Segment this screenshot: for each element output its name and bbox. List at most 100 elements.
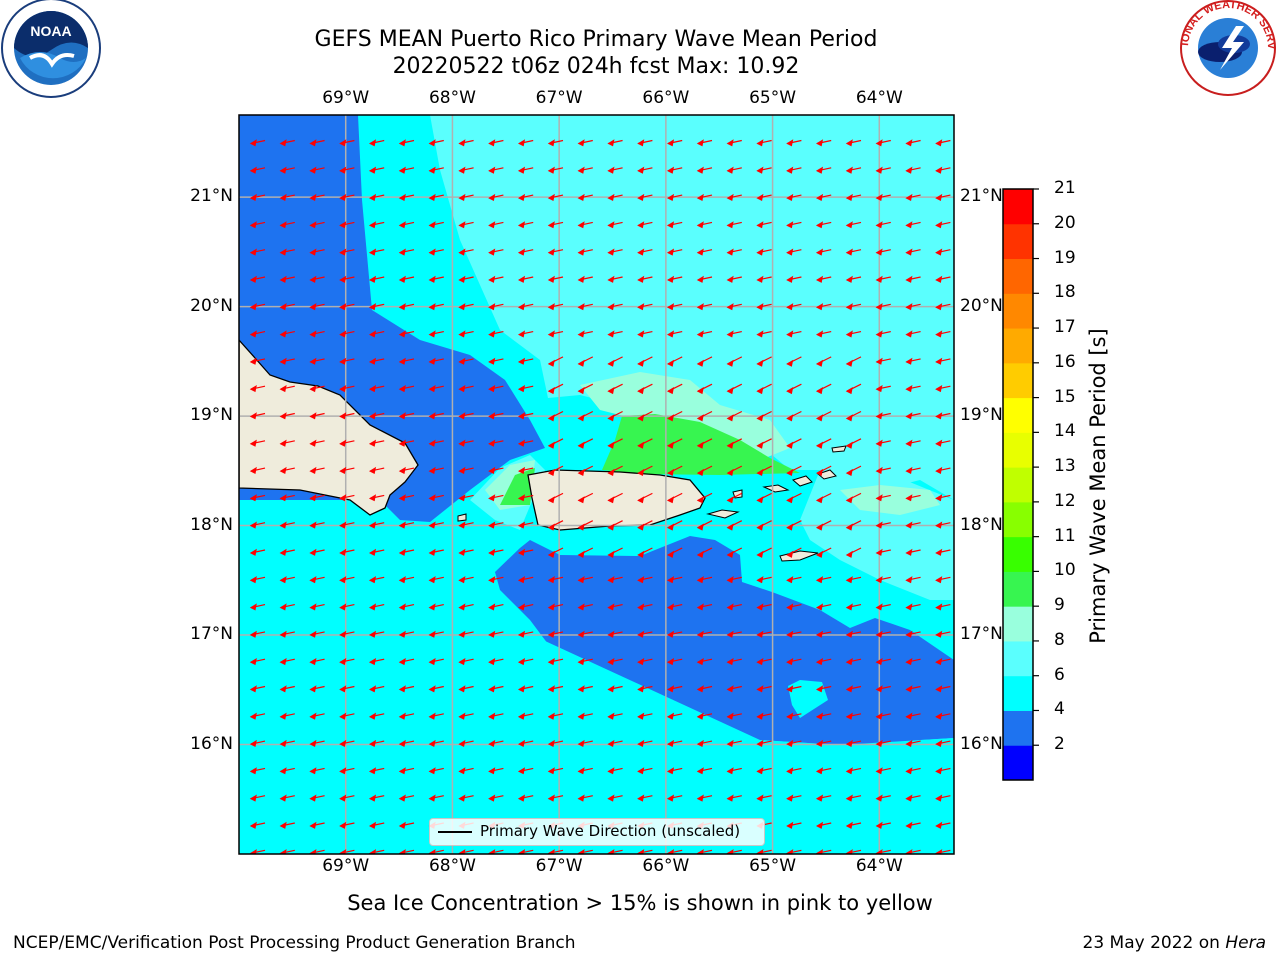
wave-arrow xyxy=(875,275,891,283)
wave-arrow xyxy=(845,139,862,147)
wave-arrow xyxy=(339,630,355,638)
wave-arrow xyxy=(368,603,385,611)
longitude-tick-label: 64°W xyxy=(855,88,903,108)
wave-arrow xyxy=(339,303,355,311)
wave-arrow xyxy=(458,548,474,556)
wave-arrow xyxy=(637,603,653,611)
wave-arrow xyxy=(637,193,653,201)
wave-arrow xyxy=(696,739,713,747)
wave-arrow xyxy=(279,330,295,338)
wave-arrow xyxy=(368,193,385,201)
wave-arrow xyxy=(428,357,444,365)
wave-arrow xyxy=(756,221,772,229)
colorbar-tick-label: 18 xyxy=(1054,282,1076,303)
wave-arrow xyxy=(815,275,832,283)
wave-arrow xyxy=(666,465,683,476)
wave-arrow xyxy=(458,330,474,338)
wave-arrow xyxy=(905,821,921,829)
wave-arrow xyxy=(398,275,415,283)
wave-arrow xyxy=(935,712,951,720)
colorbar-tick-label: 11 xyxy=(1054,525,1076,546)
wave-arrow xyxy=(577,166,593,174)
wave-arrow xyxy=(815,630,832,638)
wave-arrow xyxy=(339,466,355,474)
wave-arrow xyxy=(905,603,921,611)
wave-arrow xyxy=(249,221,266,229)
wave-arrow xyxy=(637,794,653,802)
wave-arrow xyxy=(279,657,295,666)
wave-arrow xyxy=(666,166,683,174)
wave-arrow xyxy=(905,521,921,529)
longitude-tick-label: 66°W xyxy=(642,856,690,876)
wave-arrow xyxy=(309,521,325,529)
wave-arrow xyxy=(547,739,564,747)
wave-arrow xyxy=(637,657,653,666)
wave-arrow xyxy=(845,383,862,395)
wave-arrow xyxy=(726,520,743,531)
wave-arrow xyxy=(428,466,444,474)
wave-arrow xyxy=(905,221,921,229)
wave-arrow xyxy=(935,603,951,611)
wave-arrow xyxy=(756,712,772,720)
wave-arrow xyxy=(845,275,862,283)
wave-arrow xyxy=(488,576,504,584)
wave-arrow xyxy=(577,685,593,693)
wave-arrow xyxy=(786,465,802,476)
wave-arrow xyxy=(488,794,504,802)
wave-arrow xyxy=(428,767,444,775)
wave-arrow xyxy=(517,685,534,693)
wave-arrow xyxy=(458,303,474,311)
wave-arrow xyxy=(905,357,921,365)
wave-arrow xyxy=(845,821,862,829)
wave-arrow xyxy=(845,520,862,531)
wave-arrow xyxy=(875,521,891,529)
wave-arrow xyxy=(249,685,266,693)
wave-arrow xyxy=(905,275,921,283)
wave-arrow xyxy=(875,494,891,502)
wave-arrow xyxy=(488,712,504,720)
colorbar-tick-label: 9 xyxy=(1054,595,1065,616)
wave-arrow xyxy=(845,248,862,256)
wave-arrow xyxy=(905,139,921,147)
wave-arrow xyxy=(249,603,266,611)
wave-arrow xyxy=(488,849,504,854)
wave-arrow xyxy=(517,630,534,638)
wave-arrow xyxy=(428,657,444,666)
wave-arrow xyxy=(845,356,862,367)
wave-arrow xyxy=(905,466,921,474)
wave-arrow xyxy=(279,767,295,775)
wave-arrow xyxy=(249,439,266,447)
wave-arrow xyxy=(517,357,534,365)
land-mona xyxy=(457,513,467,522)
wave-arrow xyxy=(398,193,415,201)
wave-arrow xyxy=(666,438,683,449)
wave-arrow xyxy=(249,384,266,393)
wave-arrow xyxy=(428,739,444,747)
wave-arrow xyxy=(875,548,891,556)
wave-arrow xyxy=(458,712,474,720)
wave-arrow xyxy=(726,383,743,395)
wave-arrow xyxy=(339,193,355,201)
wave-arrow xyxy=(905,630,921,638)
wave-arrow xyxy=(607,330,623,338)
wave-arrow xyxy=(756,166,772,174)
wave-arrow xyxy=(458,630,474,638)
wave-arrow xyxy=(696,712,713,720)
wave-arrow xyxy=(607,520,623,531)
wave-arrow xyxy=(458,849,474,854)
wave-arrow xyxy=(935,248,951,256)
wave-arrow xyxy=(488,139,504,147)
wave-arrow xyxy=(547,520,564,531)
wave-arrow xyxy=(696,166,713,174)
wave-arrow xyxy=(607,166,623,174)
wave-arrow xyxy=(428,275,444,283)
wave-arrow xyxy=(756,139,772,147)
wave-arrow xyxy=(577,657,593,666)
wave-arrow xyxy=(279,139,295,147)
wave-arrow xyxy=(696,794,713,802)
wave-arrow xyxy=(279,685,295,693)
wave-arrow xyxy=(756,767,772,775)
wave-arrow xyxy=(488,357,504,365)
wave-arrow xyxy=(279,384,295,393)
wave-arrow xyxy=(935,657,951,666)
